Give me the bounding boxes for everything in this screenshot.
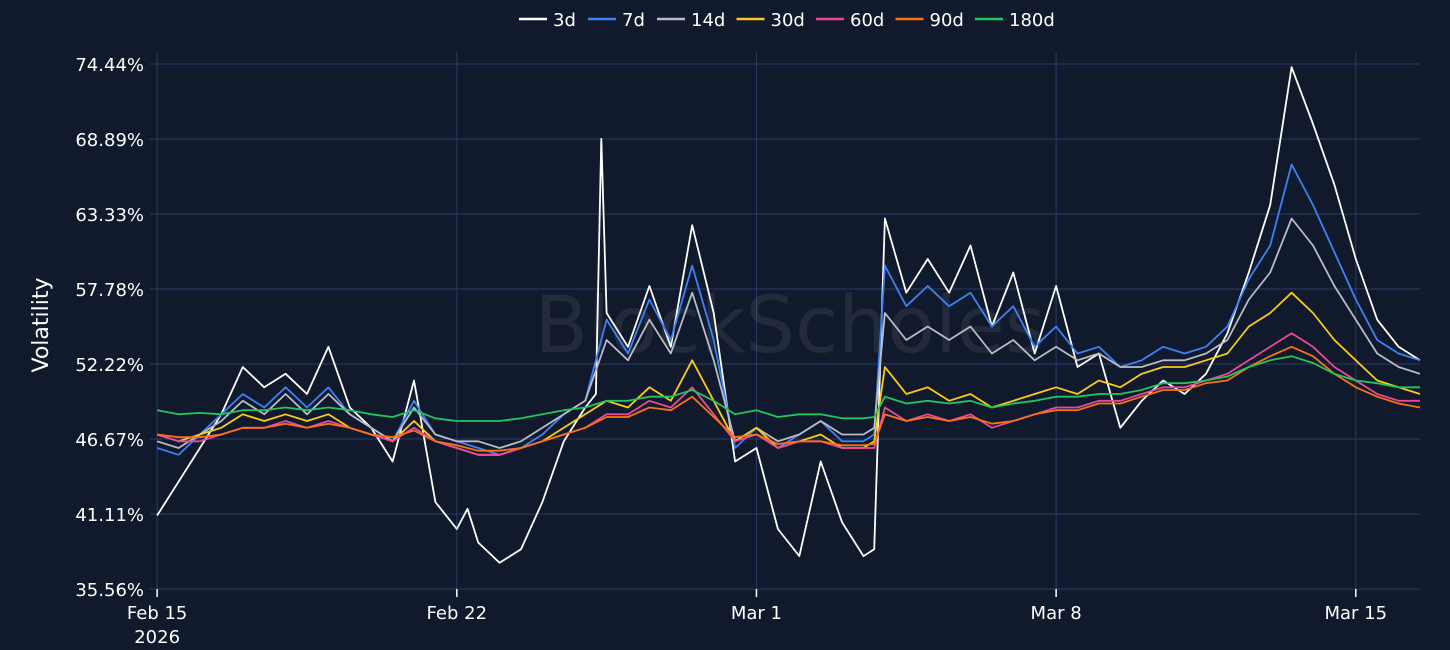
x-tick-label: Feb 15 — [127, 603, 188, 624]
y-axis-ticks: 35.56% 41.11% 46.67% 52.22% 57.78% 63.33% 68.8… — [75, 55, 144, 601]
y-tick-label: 52.22% — [75, 355, 144, 376]
y-tick-label: 68.89% — [75, 130, 144, 151]
y-tick-label: 74.44% — [75, 55, 144, 76]
legend: 3d 7d 14d 30d 60d 90d 180d — [519, 10, 1055, 31]
legend-label-3d: 3d — [553, 10, 576, 31]
y-tick-label: 46.67% — [75, 430, 144, 451]
legend-label-7d: 7d — [622, 10, 645, 31]
y-tick-label: 63.33% — [75, 205, 144, 226]
series-line-180d — [156, 355, 1420, 422]
legend-label-60d: 60d — [850, 10, 884, 31]
watermark: BlockScholes — [535, 281, 1046, 371]
legend-label-14d: 14d — [691, 10, 725, 31]
x-tick-label: Mar 1 — [731, 603, 782, 624]
series-line-90d — [156, 345, 1421, 452]
x-tick-sublabel: 2026 — [134, 627, 180, 648]
y-tick-label: 41.11% — [75, 505, 144, 526]
x-tick-label: Mar 15 — [1324, 603, 1387, 624]
y-tick-label: 57.78% — [75, 280, 144, 301]
legend-label-90d: 90d — [930, 10, 964, 31]
series-lines — [156, 66, 1421, 564]
y-axis-title: Volatility — [29, 277, 54, 372]
legend-label-180d: 180d — [1009, 10, 1055, 31]
legend-label-30d: 30d — [771, 10, 805, 31]
y-tick-label: 35.56% — [75, 580, 144, 601]
x-axis-ticks: Feb 15 2026 Feb 22 Mar 1 Mar 8 Mar 15 — [127, 589, 1387, 648]
x-tick-label: Feb 22 — [427, 603, 488, 624]
series-line-14d — [156, 217, 1421, 449]
x-tick-label: Mar 8 — [1031, 603, 1082, 624]
